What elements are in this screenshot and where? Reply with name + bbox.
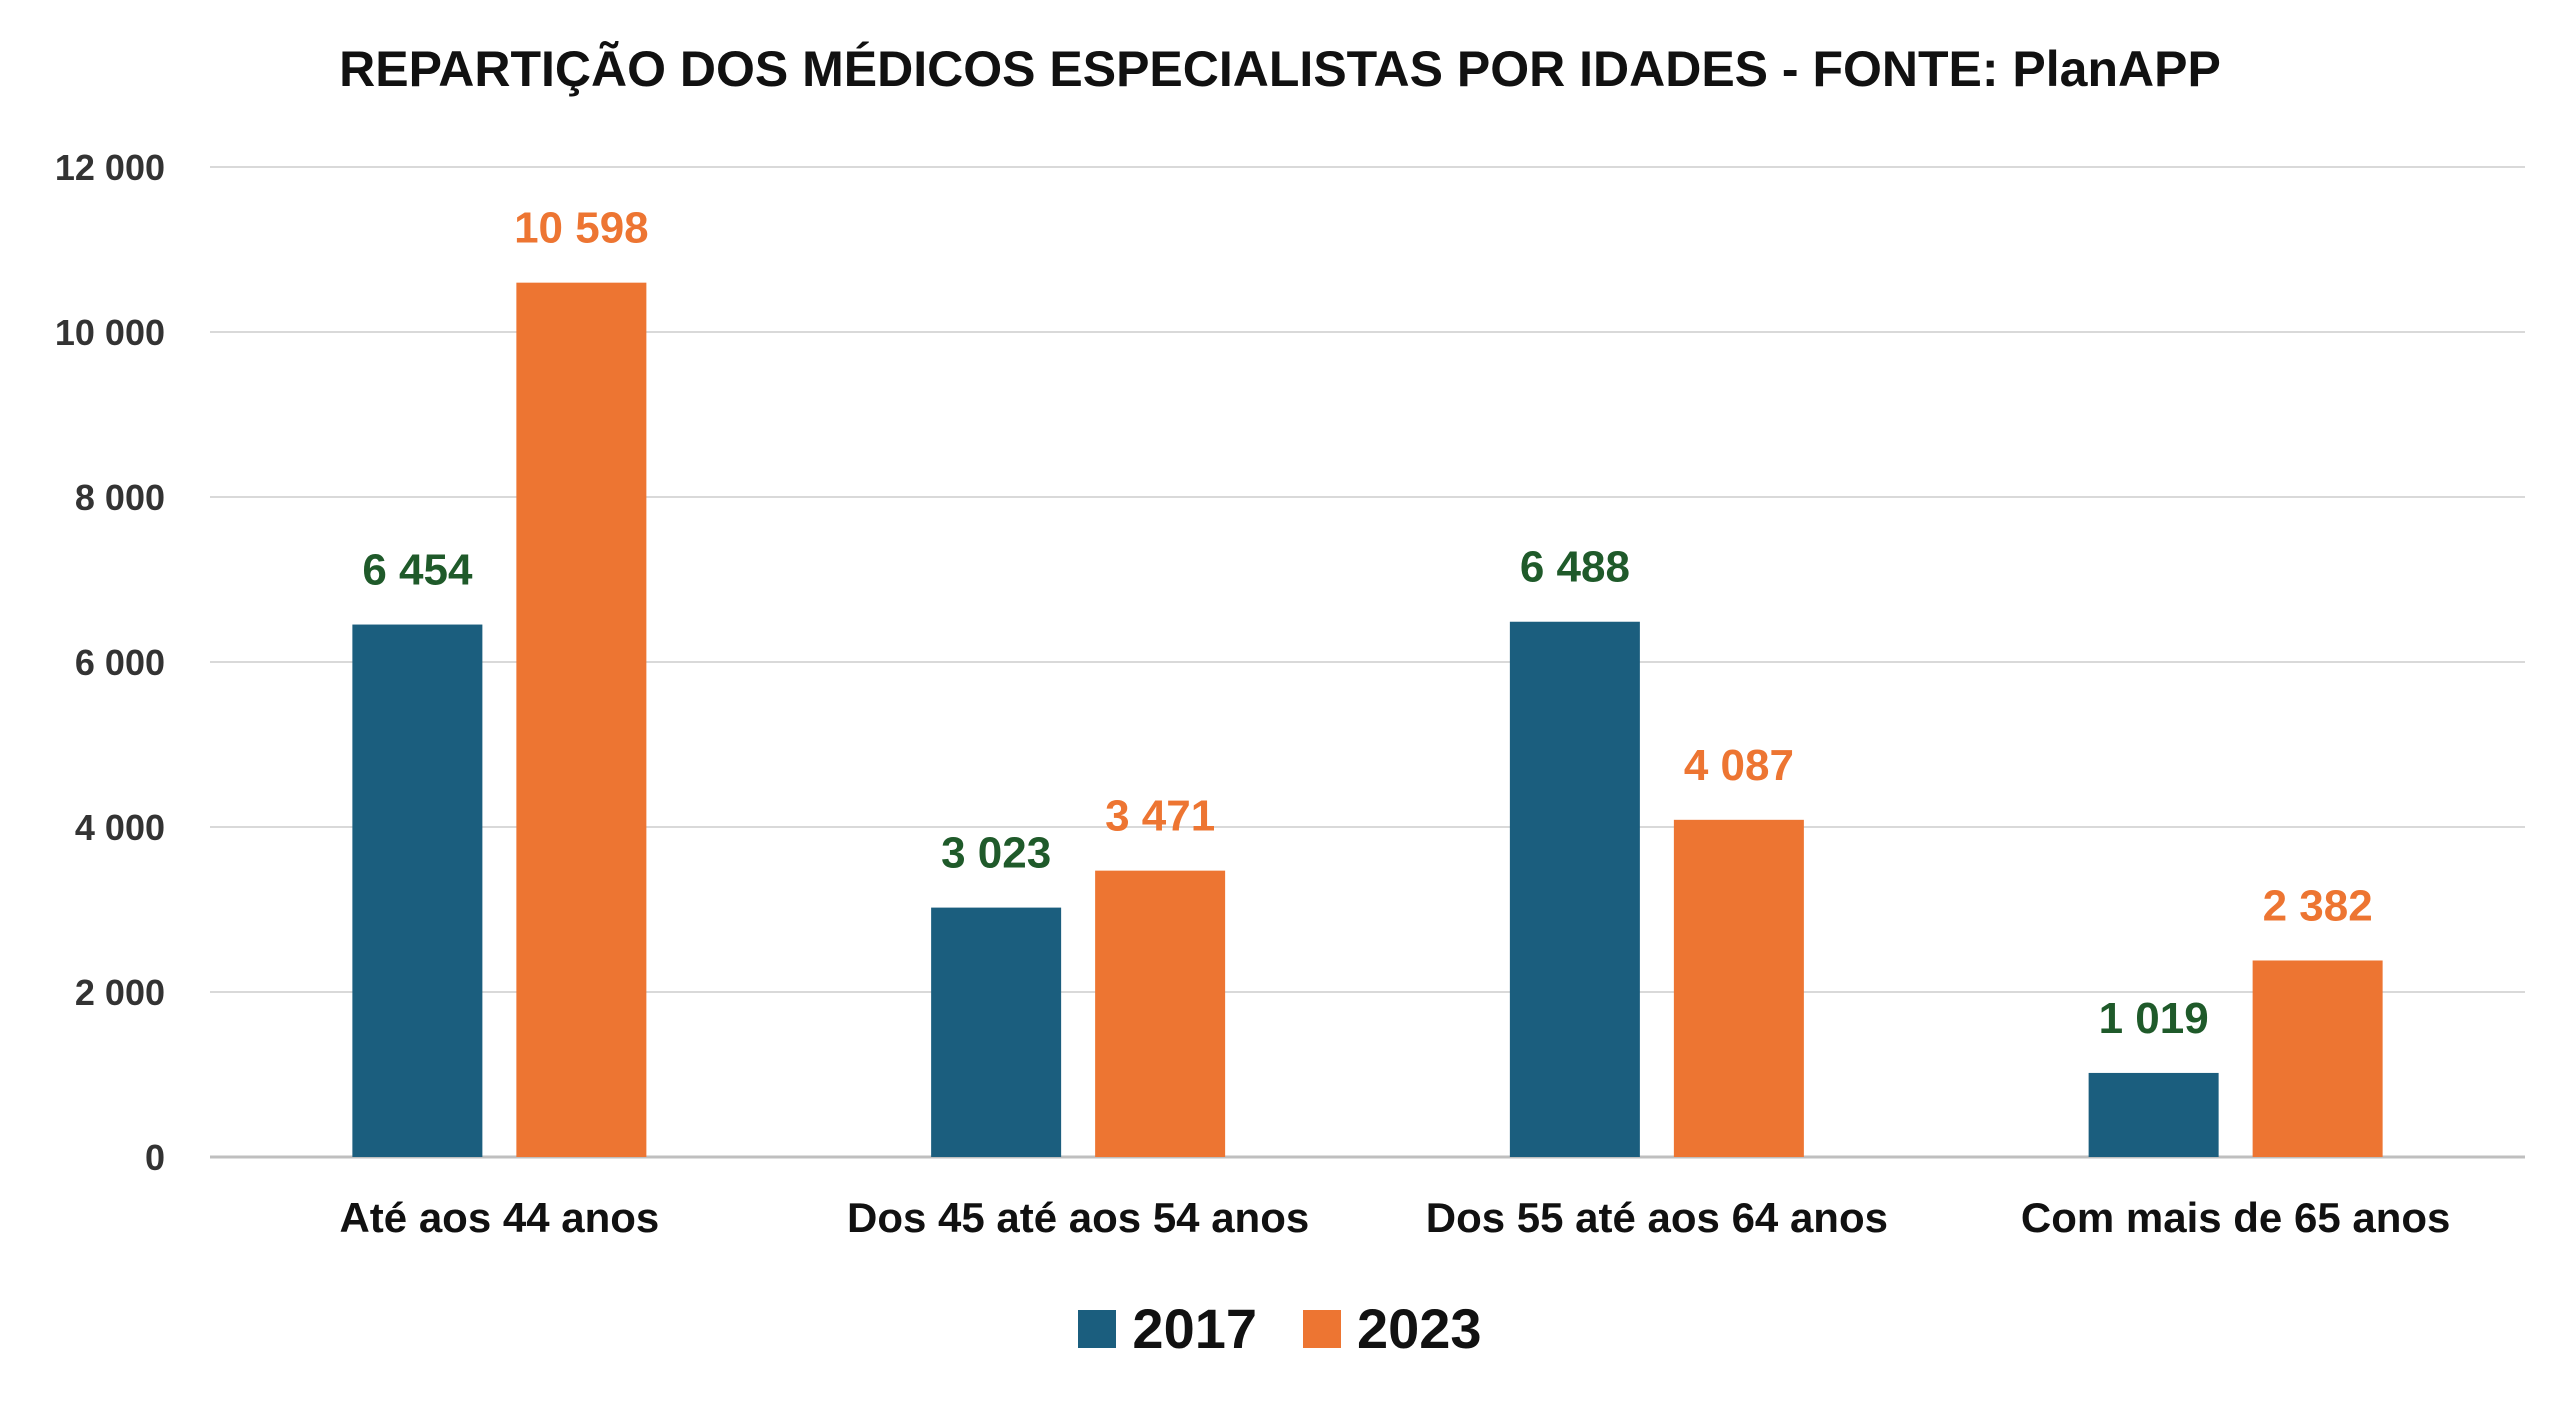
legend-swatch-2023 bbox=[1303, 1309, 1341, 1348]
legend-item-2017: 2017 bbox=[1078, 1296, 1257, 1361]
data-label-2023-3: 2 382 bbox=[2263, 881, 2373, 930]
y-tick-label-5: 10 000 bbox=[55, 312, 165, 353]
bar-2017-3 bbox=[2088, 1072, 2219, 1157]
x-category-label-1: Dos 45 até aos 54 anos bbox=[847, 1194, 1309, 1241]
x-category-label-0: Até aos 44 anos bbox=[339, 1194, 659, 1241]
bar-2023-1 bbox=[1095, 870, 1226, 1157]
y-tick-label-4: 8 000 bbox=[75, 477, 165, 518]
data-label-2017-0: 6 454 bbox=[362, 546, 473, 595]
bar-2023-3 bbox=[2252, 960, 2383, 1157]
bar-2023-0 bbox=[516, 282, 647, 1157]
data-labels: 6 454 10 598 3 023 3 471 6 488 4 087 1 019 2 38… bbox=[362, 204, 2372, 1043]
chart-title: REPARTIÇÃO DOS MÉDICOS ESPECIALISTAS POR… bbox=[339, 41, 2221, 97]
bar-2017-2 bbox=[1509, 621, 1640, 1157]
legend-label-2023: 2023 bbox=[1357, 1297, 1482, 1360]
legend-swatch-2017 bbox=[1078, 1309, 1117, 1348]
data-label-2023-0: 10 598 bbox=[514, 204, 649, 253]
legend-label-2017: 2017 bbox=[1132, 1297, 1257, 1360]
data-label-2017-1: 3 023 bbox=[941, 829, 1051, 878]
x-category-label-3: Com mais de 65 anos bbox=[2021, 1194, 2451, 1241]
bar-2023-2 bbox=[1673, 819, 1804, 1157]
data-label-2023-2: 4 087 bbox=[1684, 741, 1794, 790]
x-axis-category-labels: Até aos 44 anos Dos 45 até aos 54 anos Dos… bbox=[339, 1194, 2450, 1241]
y-tick-label-6: 12 000 bbox=[55, 147, 165, 188]
legend-item-2023: 2023 bbox=[1303, 1296, 1482, 1361]
y-tick-label-1: 2 000 bbox=[75, 972, 165, 1013]
bar-2017-1 bbox=[931, 907, 1062, 1157]
bars bbox=[352, 282, 2383, 1157]
bar-2017-0 bbox=[352, 624, 483, 1157]
data-label-2023-1: 3 471 bbox=[1105, 792, 1215, 841]
x-category-label-2: Dos 55 até aos 64 anos bbox=[1426, 1194, 1888, 1241]
legend: 2017 2023 bbox=[0, 1296, 2560, 1361]
data-label-2017-2: 6 488 bbox=[1520, 543, 1630, 592]
y-tick-label-3: 6 000 bbox=[75, 642, 165, 683]
y-axis-tick-labels: 0 2 000 4 000 6 000 8 000 10 000 12 000 bbox=[55, 147, 165, 1178]
data-label-2017-3: 1 019 bbox=[2099, 994, 2209, 1043]
y-tick-label-2: 4 000 bbox=[75, 807, 165, 848]
y-tick-label-0: 0 bbox=[145, 1137, 165, 1178]
